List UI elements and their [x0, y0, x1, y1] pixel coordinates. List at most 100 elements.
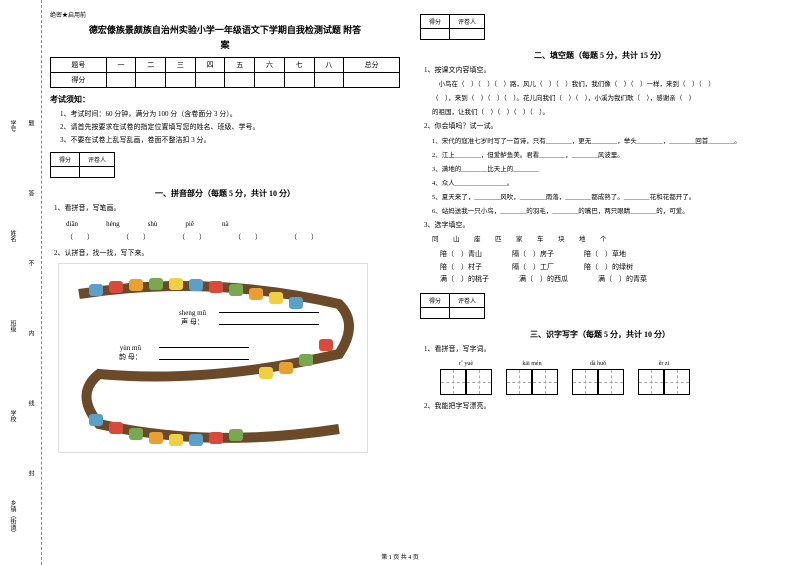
cell: 题号: [51, 58, 107, 73]
train-car: [269, 292, 283, 304]
question-3-2: 2、我能把字写漂亮。: [424, 401, 780, 412]
pinyin: shù: [148, 220, 158, 228]
train-car: [109, 281, 123, 293]
cell: 总分: [344, 58, 400, 73]
char-box: [598, 369, 624, 395]
cell: 四: [195, 58, 225, 73]
sub-line: 5、夏天来了，________风吹，________雨落，________都成熟…: [432, 192, 780, 203]
cell: 得分: [421, 15, 450, 29]
train-car: [169, 278, 183, 290]
question-2-2: 2、你会填吗？试一试。: [424, 121, 780, 132]
word-bank: 同 山 座 匹 家 车 块 地 个: [432, 234, 780, 245]
train-car: [109, 422, 123, 434]
train-car: [89, 414, 103, 426]
blank: （ ）: [290, 232, 318, 242]
write-line: [159, 347, 249, 348]
train-car: [89, 284, 103, 296]
pin-unit: ěr zi: [638, 361, 690, 395]
binding-label: 学校: [8, 410, 17, 422]
blank-row: （ ） （ ） （ ） （ ） （ ）: [66, 232, 400, 242]
fill-line: （ ），来到（ ）（ ）（ ）。花儿向我们（ ）（ ），小溪为我们歌（ ），感谢…: [432, 93, 780, 104]
binding-mark: 封: [26, 470, 35, 476]
char-box: [506, 369, 532, 395]
question-1-1: 1、看拼音，写笔画。: [54, 203, 400, 214]
train-car: [129, 428, 143, 440]
train-car: [209, 432, 223, 444]
pin-label: ěr zi: [638, 361, 690, 367]
train-car: [229, 284, 243, 296]
options-grid: 陪（ ）青山隔（ ）房子陪（ ）草地 陪（ ）村子隔（ ）工厂陪（ ）的绿树 满…: [440, 248, 780, 286]
binding-label: 乡镇（街道）: [8, 500, 17, 536]
binding-label: 学号: [8, 120, 17, 132]
right-column: 得分评卷人 二、填空题（每题 5 分，共计 15 分） 1、按课文内容填空。 小…: [420, 10, 780, 415]
cell: 得分: [51, 73, 107, 88]
cell: 二: [136, 58, 166, 73]
pinyin-row: diǎn héng shù piě nà: [66, 220, 400, 228]
cell: 八: [314, 58, 344, 73]
write-line: [219, 312, 319, 313]
binding-mark: 题: [26, 120, 35, 126]
notice-item: 3、不要在试卷上乱写乱画，卷面不整洁扣 3 分。: [60, 135, 400, 145]
sub-line: 4、众人________________。: [432, 178, 780, 189]
pin-unit: rˇ yuè: [440, 361, 492, 395]
exam-title-1: 德宏傣族景颇族自治州实验小学一年级语文下学期自我检测试题 附答: [50, 23, 400, 36]
pinyin: diǎn: [66, 220, 78, 228]
opt: 陪（ ）草地: [584, 248, 626, 261]
pinyin-boxes: rˇ yuè kāi mén dà huǒ ěr zi: [440, 361, 780, 395]
train-car: [319, 339, 333, 351]
cell: 五: [225, 58, 255, 73]
mini-score-table: 得分评卷人: [50, 152, 115, 178]
pin-unit: kāi mén: [506, 361, 558, 395]
sub-line: 1、宋代的寇准七岁时写了一首诗，只有________，更无________，举头…: [432, 136, 780, 147]
binding-mark: 内: [26, 330, 35, 336]
notice-item: 1、考试时间：60 分钟，满分为 100 分（含卷面分 3 分）。: [60, 109, 400, 119]
cell: 三: [166, 58, 196, 73]
train-car: [149, 432, 163, 444]
opt: 隔（ ）工厂: [512, 261, 554, 274]
yunmu-label: yùn mǔ 韵 母：: [119, 344, 142, 362]
train-car: [189, 434, 203, 446]
blank: （ ）: [122, 232, 150, 242]
char-box: [532, 369, 558, 395]
binding-mark: 答: [26, 190, 35, 196]
blank: （ ）: [234, 232, 262, 242]
train-car: [289, 297, 303, 309]
question-2-1: 1、按课文内容填空。: [424, 65, 780, 76]
cell: 得分: [51, 153, 80, 167]
score-table: 题号 一 二 三 四 五 六 七 八 总分 得分: [50, 57, 400, 88]
opt: 满（ ）的桃子: [440, 273, 489, 286]
opt: 隔（ ）房子: [512, 248, 554, 261]
opt: 陪（ ）青山: [440, 248, 482, 261]
write-line: [219, 324, 319, 325]
cell: [106, 73, 136, 88]
opt: 满（ ）的青菜: [598, 273, 647, 286]
binding-label: 姓名: [8, 230, 17, 242]
sub-line: 2、江上________，但爱鲈鱼美。君看________，________风波…: [432, 150, 780, 161]
fill-line: 的祖国，让我们（ ）（ ）（ ）（ ）。: [432, 107, 780, 118]
pinyin: piě: [185, 220, 194, 228]
train-car: [149, 278, 163, 290]
cell: 六: [255, 58, 285, 73]
cell: 评卷人: [450, 293, 485, 307]
binding-column: 乡镇（街道） 学校 班级 姓名 学号 封 线 内 不 答 题: [0, 0, 42, 565]
question-1-2: 2、认拼音，找一找，写下来。: [54, 248, 400, 259]
pin-unit: dà huǒ: [572, 361, 624, 395]
train-car: [209, 281, 223, 293]
binding-mark: 不: [26, 260, 35, 266]
train-car: [259, 367, 273, 379]
train-car: [229, 429, 243, 441]
blank: （ ）: [178, 232, 206, 242]
sub-line: 6、站妈送我一只小鸟，________的羽毛，________的嘴巴，两只眼睛_…: [432, 206, 780, 217]
cell: 评卷人: [450, 15, 485, 29]
train-car: [169, 434, 183, 446]
opt: 满（ ）的西瓜: [519, 273, 568, 286]
fill-line: 小鸟在（ ）（ ）（ ）路，风儿（ ）（ ）我们，我们像（ ）（ ）一样，来到（…: [432, 79, 780, 90]
exam-title-2: 案: [50, 38, 400, 51]
notice-heading: 考试须知：: [50, 94, 400, 105]
train-car: [299, 354, 313, 366]
pinyin-track-image: sheng mǔ 声 母： yùn mǔ 韵 母：: [58, 263, 368, 453]
opt: 陪（ ）村子: [440, 261, 482, 274]
section-2-title: 二、填空题（每题 5 分，共计 15 分）: [420, 50, 780, 61]
train-car: [279, 362, 293, 374]
mini-score-table: 得分评卷人: [420, 293, 485, 319]
